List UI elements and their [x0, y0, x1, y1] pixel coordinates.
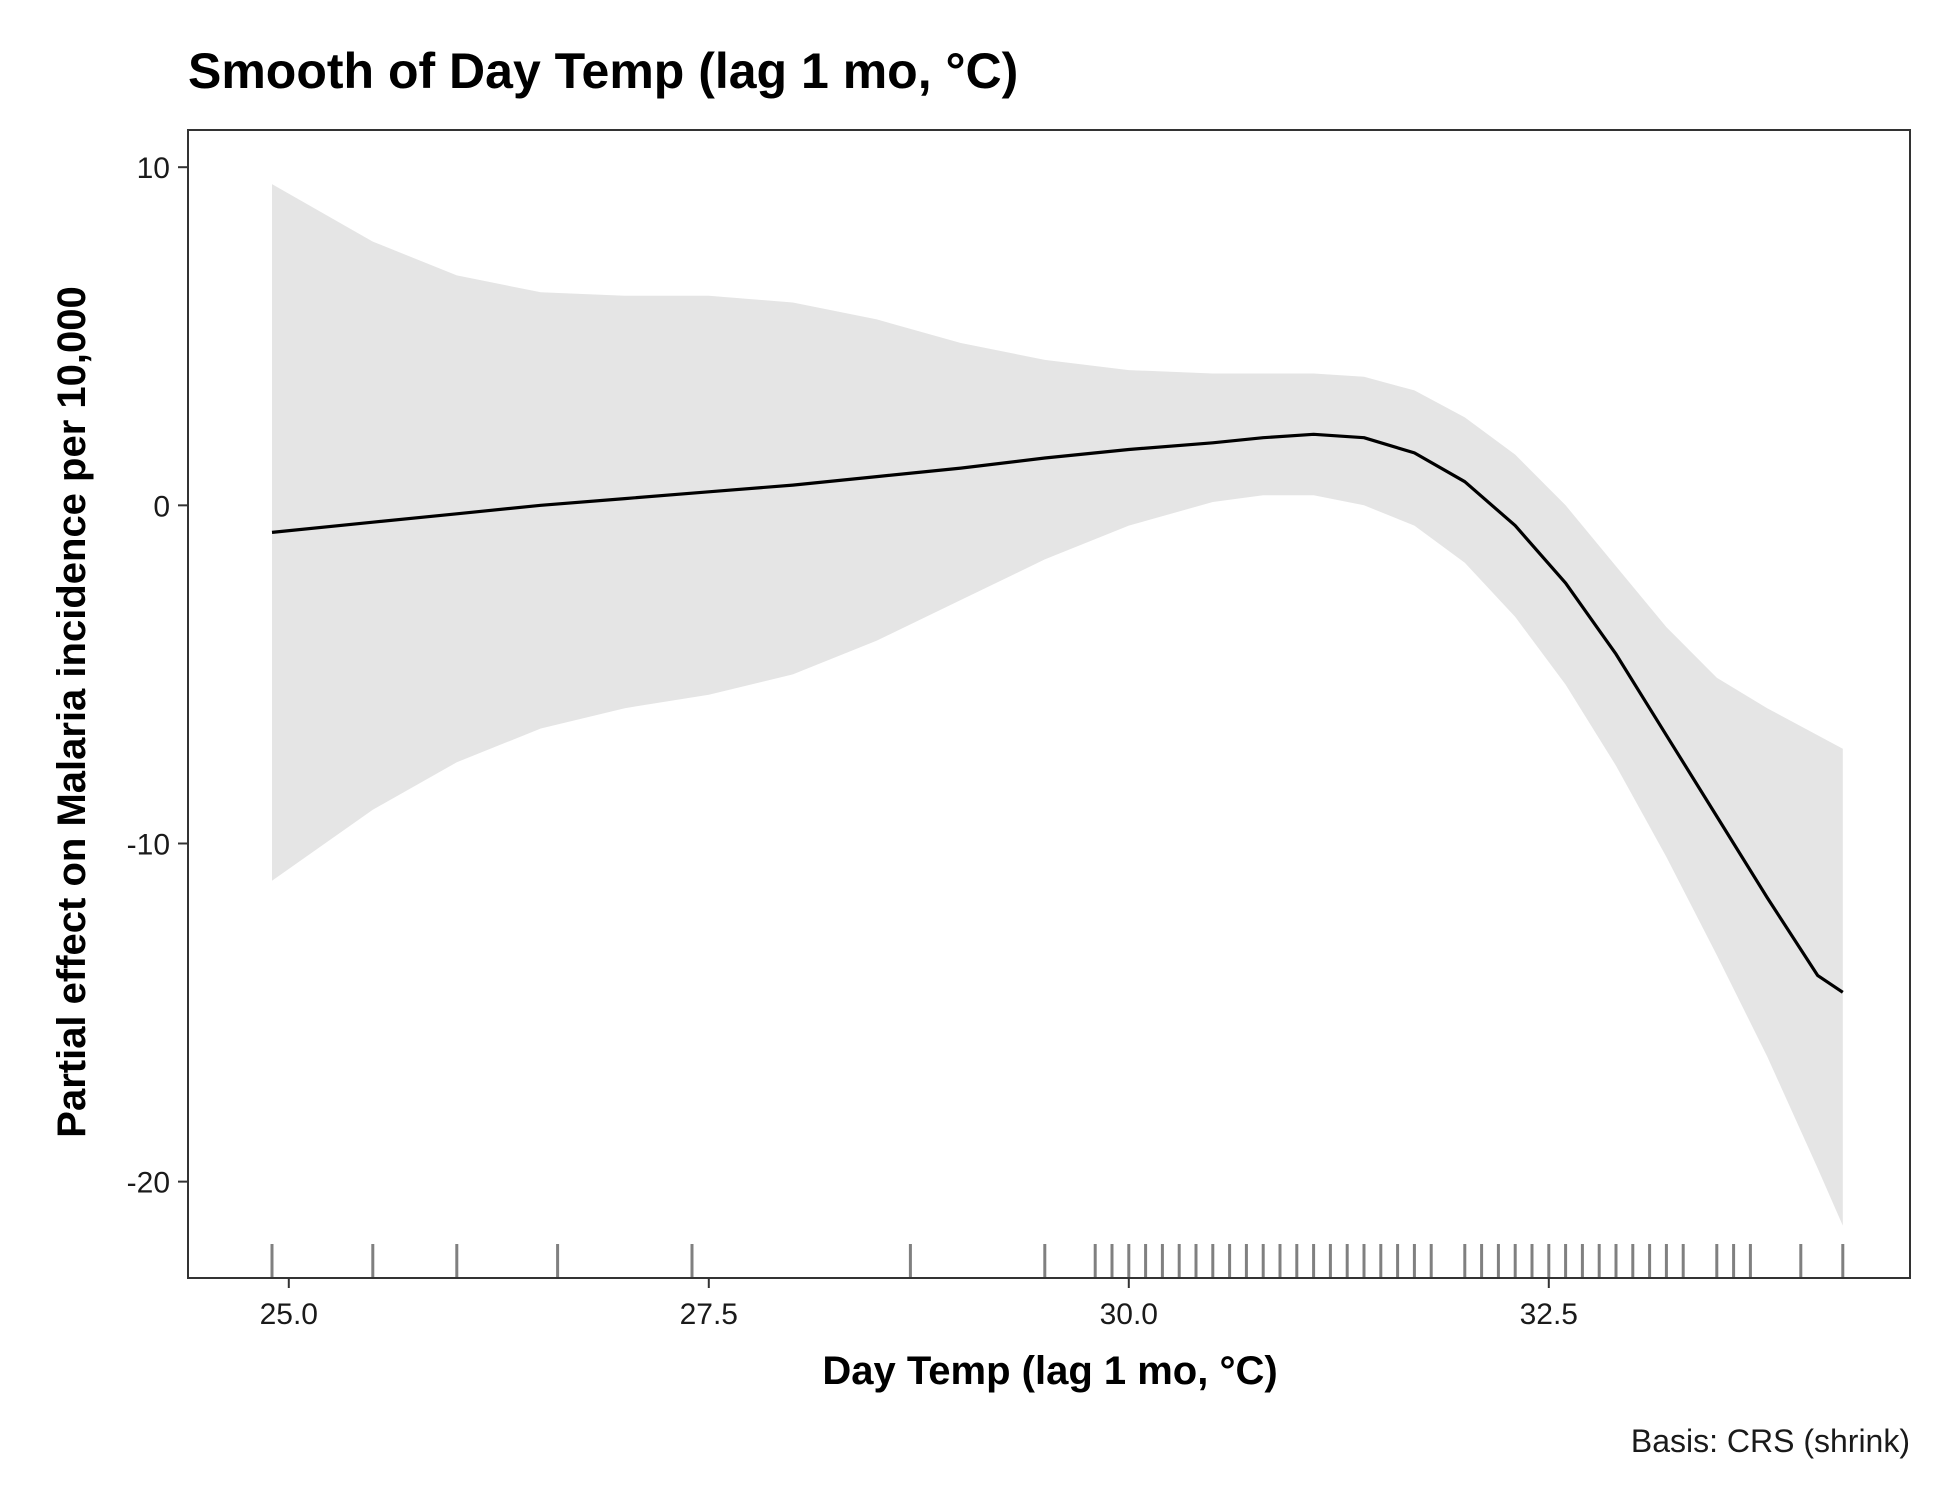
y-tick-label: 10	[137, 152, 170, 185]
x-tick-label: 32.5	[1520, 1298, 1578, 1331]
y-tick-label: 0	[153, 490, 170, 523]
panel-border	[187, 129, 1911, 1279]
y-tick-label: -10	[127, 828, 170, 861]
axes: 25.0 27.5 30.0 32.5 10 0 -10 -20	[127, 129, 1911, 1331]
plot-area	[270, 184, 1845, 1278]
smooth-line-0	[271, 432, 1844, 994]
y-tick-label: -20	[127, 1167, 170, 1200]
x-tick-label: 27.5	[680, 1298, 738, 1331]
chart-caption: Basis: CRS (shrink)	[1631, 1423, 1910, 1459]
chart-title: Smooth of Day Temp (lag 1 mo, °C)	[188, 43, 1018, 99]
y-axis-title: Partial effect on Malaria incidence per …	[50, 286, 94, 1137]
confidence-ribbon	[272, 184, 1843, 1226]
x-axis-title: Day Temp (lag 1 mo, °C)	[822, 1349, 1277, 1393]
x-tick-label: 25.0	[260, 1298, 318, 1331]
x-tick-label: 30.0	[1100, 1298, 1158, 1331]
